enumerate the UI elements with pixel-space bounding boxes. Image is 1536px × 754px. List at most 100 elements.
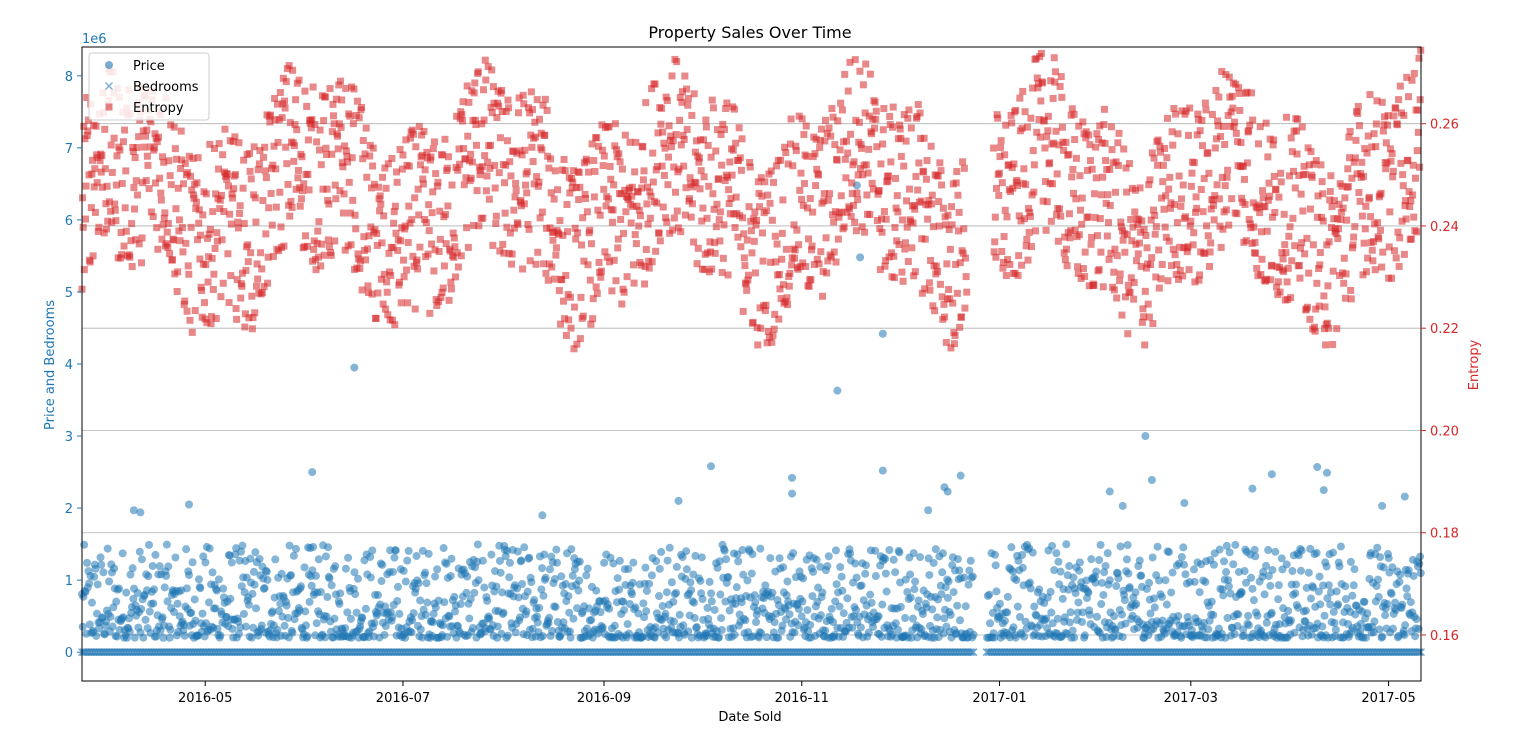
entropy-point	[891, 223, 899, 231]
entropy-point	[618, 300, 626, 308]
entropy-point	[295, 166, 303, 174]
price-point	[350, 568, 359, 577]
entropy-point	[405, 162, 413, 170]
price-point	[720, 546, 729, 555]
entropy-point	[628, 192, 636, 200]
entropy-point	[1065, 210, 1073, 218]
y-left-tick-label: 2	[65, 502, 73, 517]
entropy-point	[377, 200, 385, 208]
price-point	[351, 590, 360, 599]
entropy-point	[1257, 228, 1265, 236]
entropy-point	[924, 215, 932, 223]
entropy-point	[1300, 162, 1308, 170]
entropy-point	[1051, 68, 1059, 76]
entropy-point	[112, 217, 120, 225]
entropy-point	[473, 141, 481, 149]
entropy-point	[912, 172, 920, 180]
price-point	[1018, 550, 1027, 559]
entropy-point	[683, 85, 691, 93]
entropy-point	[1319, 190, 1327, 198]
price-point	[835, 602, 844, 611]
entropy-point	[723, 99, 731, 107]
entropy-point	[614, 235, 622, 243]
price-point	[631, 603, 640, 612]
entropy-point	[391, 202, 399, 210]
price-point	[866, 590, 875, 599]
entropy-point	[394, 247, 402, 255]
price-point	[1388, 624, 1397, 633]
entropy-point	[674, 224, 682, 232]
entropy-point	[399, 151, 407, 159]
entropy-point	[747, 227, 755, 235]
entropy-point	[873, 216, 881, 224]
price-point	[615, 585, 624, 594]
price-point	[262, 567, 271, 576]
price-point	[878, 329, 887, 338]
entropy-point	[1196, 127, 1204, 135]
entropy-point	[346, 112, 354, 120]
price-point	[499, 608, 508, 617]
price-point	[1316, 600, 1325, 609]
price-point	[714, 633, 723, 642]
entropy-point	[693, 260, 701, 268]
entropy-point	[524, 220, 532, 228]
entropy-point	[393, 168, 401, 176]
entropy-point	[242, 266, 250, 274]
entropy-point	[1033, 74, 1041, 82]
entropy-point	[1324, 282, 1332, 290]
entropy-point	[1088, 165, 1096, 173]
price-point	[1052, 549, 1061, 558]
entropy-point	[1274, 278, 1282, 286]
entropy-point	[568, 175, 576, 183]
entropy-point	[1074, 263, 1082, 271]
price-point	[97, 560, 106, 569]
price-point	[797, 612, 806, 621]
price-point	[707, 597, 716, 606]
entropy-point	[388, 154, 396, 162]
entropy-point	[952, 179, 960, 187]
entropy-point	[1301, 250, 1309, 258]
entropy-point	[647, 192, 655, 200]
entropy-point	[491, 161, 499, 169]
entropy-point	[1104, 191, 1112, 199]
price-point	[645, 579, 654, 588]
entropy-point	[1339, 269, 1347, 277]
price-point	[638, 632, 647, 641]
entropy-point	[415, 211, 423, 219]
entropy-point	[1186, 104, 1194, 112]
entropy-point	[190, 194, 198, 202]
entropy-point	[1091, 190, 1099, 198]
price-point	[1021, 617, 1030, 626]
entropy-point	[111, 200, 119, 208]
entropy-point	[903, 223, 911, 231]
entropy-point	[837, 192, 845, 200]
entropy-point	[196, 255, 204, 263]
entropy-point	[640, 167, 648, 175]
entropy-point	[759, 257, 767, 265]
entropy-point	[1162, 192, 1170, 200]
price-point	[361, 604, 370, 613]
entropy-point	[91, 165, 99, 173]
price-point	[1085, 610, 1094, 619]
entropy-point	[565, 316, 573, 324]
entropy-point	[996, 153, 1004, 161]
entropy-point	[935, 198, 943, 206]
entropy-point	[751, 208, 759, 216]
price-point	[914, 596, 923, 605]
price-point	[1262, 618, 1271, 627]
price-point	[1121, 619, 1130, 628]
entropy-point	[345, 178, 353, 186]
entropy-point	[1372, 143, 1380, 151]
entropy-point	[132, 236, 140, 244]
price-point	[1146, 609, 1155, 618]
entropy-point	[636, 212, 644, 220]
entropy-point	[1218, 67, 1226, 75]
entropy-point	[82, 215, 90, 223]
entropy-point	[855, 118, 863, 126]
price-point	[869, 622, 878, 631]
entropy-point	[274, 100, 282, 108]
entropy-point	[1307, 148, 1315, 156]
entropy-point	[766, 199, 774, 207]
entropy-point	[740, 230, 748, 238]
entropy-point	[414, 185, 422, 193]
